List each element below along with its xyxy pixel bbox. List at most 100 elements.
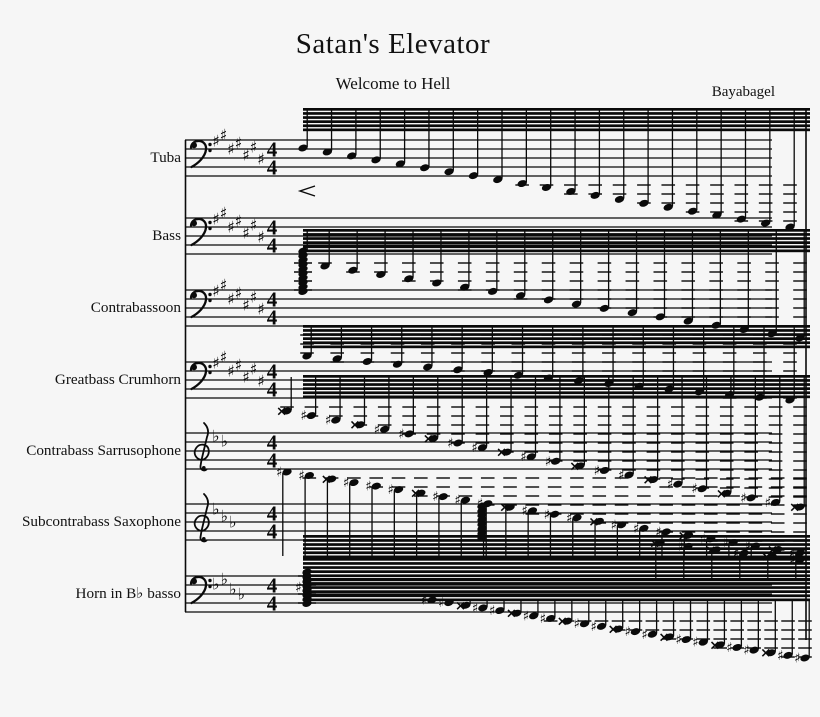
key-signature: ♯ ♯♯ ♯♯ ♯♯ <box>212 276 265 319</box>
score-title: Satan's Elevator <box>295 28 491 60</box>
svg-text:♯: ♯ <box>227 218 235 237</box>
staff-lines <box>185 217 772 255</box>
svg-text:♯: ♯ <box>743 643 750 659</box>
svg-text:♯: ♯ <box>545 454 552 470</box>
note-run <box>298 110 797 231</box>
cluster-chord: ♯ <box>295 568 316 607</box>
svg-text:♯: ♯ <box>220 276 228 295</box>
svg-text:4: 4 <box>267 234 278 258</box>
svg-text:×: × <box>709 637 720 653</box>
crescendo-hairpin <box>297 185 316 197</box>
svg-text:♯: ♯ <box>421 593 428 609</box>
svg-text:♯: ♯ <box>212 354 220 373</box>
svg-text:♯: ♯ <box>235 356 243 375</box>
svg-text:♯: ♯ <box>789 553 796 569</box>
composer-name: Bayabagel <box>711 84 775 100</box>
ledger-lines <box>681 477 696 533</box>
svg-text:♯: ♯ <box>257 372 265 391</box>
instrument-label-subcontrabass-saxophone: Subcontrabass Saxophone <box>21 513 181 530</box>
svg-text:♯: ♯ <box>740 490 747 506</box>
svg-text:♯: ♯ <box>227 290 235 309</box>
svg-text:♭: ♭ <box>221 570 229 589</box>
svg-text:♯: ♯ <box>235 284 243 303</box>
time-signature: 44 <box>267 138 278 180</box>
svg-text:♯: ♯ <box>641 627 648 643</box>
svg-text:♯: ♯ <box>250 216 258 235</box>
bass-clef-icon <box>189 575 212 605</box>
ledger-lines <box>570 477 584 515</box>
svg-text:×: × <box>677 528 688 544</box>
svg-text:♯: ♯ <box>655 524 662 540</box>
svg-text:♯: ♯ <box>220 126 228 145</box>
svg-text:×: × <box>321 472 332 488</box>
svg-text:♯: ♯ <box>794 651 801 667</box>
svg-text:♯: ♯ <box>374 422 381 438</box>
staff-subcontrabass-saxophone: ♭ ♭ ♭ 44 × ♯ × ♯ × ♯ <box>185 493 810 582</box>
instrument-label-bass: Bass <box>152 227 181 244</box>
svg-text:♯: ♯ <box>250 288 258 307</box>
time-signature: 44 <box>267 360 278 402</box>
svg-text:4: 4 <box>267 574 278 598</box>
svg-text:×: × <box>642 472 653 488</box>
beam-group <box>303 375 810 399</box>
svg-text:♯: ♯ <box>242 224 250 243</box>
svg-text:×: × <box>760 645 771 661</box>
svg-text:×: × <box>423 431 434 447</box>
svg-text:×: × <box>716 486 727 502</box>
svg-text:♯: ♯ <box>472 600 479 616</box>
svg-text:4: 4 <box>267 156 278 180</box>
svg-text:♯: ♯ <box>692 635 699 651</box>
svg-text:♯: ♯ <box>242 146 250 165</box>
svg-text:♯: ♯ <box>471 440 478 456</box>
key-signature: ♯ ♯♯ ♯♯ ♯♯ <box>212 126 265 169</box>
svg-text:×: × <box>649 536 660 552</box>
key-signature: ♭ ♭ <box>212 427 228 451</box>
svg-text:♯: ♯ <box>365 479 372 495</box>
instrument-label-greatbass-crumhorn: Greatbass Crumhorn <box>54 371 181 388</box>
bass-clef-icon <box>189 217 212 247</box>
note-run: ♯ ♯ × ♯ ♯ × ♯ ♯ × ♯ ♯ × ♯ ♯ × ♯ ♯ × ♯ ♯ × ♯ ♯ <box>421 593 812 667</box>
svg-text:♯: ♯ <box>227 362 235 381</box>
svg-text:♯: ♯ <box>544 507 551 523</box>
svg-text:♯: ♯ <box>235 134 243 153</box>
svg-text:×: × <box>761 549 772 565</box>
time-signature: 44 <box>267 216 278 258</box>
time-signature: 44 <box>267 431 278 473</box>
svg-text:♯: ♯ <box>789 546 796 562</box>
svg-text:♭: ♭ <box>238 585 246 604</box>
svg-text:♯: ♯ <box>591 619 598 635</box>
svg-text:♯: ♯ <box>489 603 496 619</box>
note-run: × ♯ ♯ × ♯ ♯ × ♯ ♯ × ♯ ♯ × ♯ ♯ × ♯ ♯ × ♯ ♯ × <box>276 377 807 516</box>
svg-text:♭: ♭ <box>221 432 229 451</box>
svg-text:♯: ♯ <box>298 468 305 484</box>
svg-text:♯: ♯ <box>765 495 772 511</box>
svg-text:♯: ♯ <box>520 449 527 465</box>
svg-text:♯: ♯ <box>300 408 307 424</box>
svg-text:×: × <box>276 404 287 420</box>
ledger-lines <box>748 477 763 542</box>
svg-text:♯: ♯ <box>212 282 220 301</box>
svg-text:♯: ♯ <box>777 648 784 664</box>
treble-clef-icon <box>193 493 210 543</box>
svg-text:♯: ♯ <box>594 463 601 479</box>
svg-text:♯: ♯ <box>733 546 740 562</box>
svg-text:4: 4 <box>267 592 278 616</box>
staff-bass: ♯ ♯♯ ♯♯ ♯♯ 44 <box>185 204 810 342</box>
svg-text:♯: ♯ <box>295 580 302 596</box>
instrument-label-contrabass-sarrusophone: Contrabass Sarrusophone <box>26 442 181 459</box>
beam-group <box>303 108 810 132</box>
svg-text:♭: ♭ <box>212 575 220 594</box>
svg-text:♯: ♯ <box>276 465 283 481</box>
svg-text:♯: ♯ <box>212 132 220 151</box>
ledger-lines <box>614 477 629 524</box>
note-run: × ♯ × ♯ × ♯ <box>649 536 805 580</box>
key-signature: ♯ ♯♯ ♯♯ ♯♯ <box>212 204 265 247</box>
key-signature: ♭ ♭♭ ♭ <box>212 570 245 604</box>
key-signature: ♯ ♯♯ ♯♯ ♯♯ <box>212 348 265 391</box>
time-signature: 44 <box>267 574 278 616</box>
staff-greatbass-crumhorn: ♯♯♯♯♯♯♯44×♯♯×♯♯×♯♯×♯♯×♯♯×♯♯×♯♯× <box>185 348 810 516</box>
svg-text:4: 4 <box>267 449 278 473</box>
svg-text:×: × <box>789 500 800 516</box>
instrument-label-tuba: Tuba <box>150 149 181 166</box>
